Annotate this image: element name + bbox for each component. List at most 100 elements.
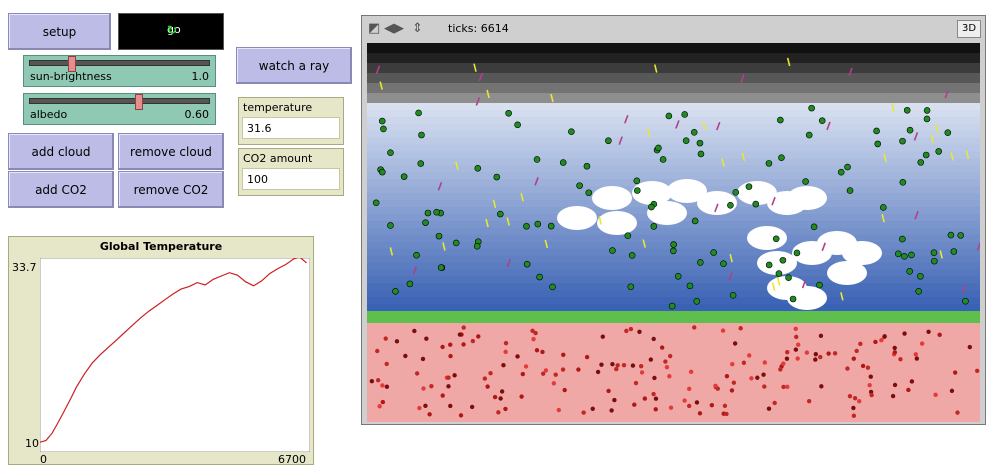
- 3d-button[interactable]: 3D: [957, 20, 981, 38]
- cloud: [647, 201, 687, 225]
- cloud: [747, 226, 787, 250]
- co2-molecule: [378, 117, 386, 125]
- co2-molecule: [473, 242, 481, 250]
- cloud: [697, 191, 737, 215]
- co2-molecule: [915, 288, 922, 295]
- heat-particle: [384, 361, 389, 367]
- heat-particle: [851, 413, 857, 418]
- add-co2-button[interactable]: add CO2: [8, 171, 114, 208]
- heat-particle: [913, 352, 918, 357]
- co2-molecule: [628, 252, 636, 259]
- albedo-slider[interactable]: albedo 0.60: [23, 93, 216, 125]
- heat-particle: [890, 393, 896, 399]
- slider-thumb[interactable]: [67, 56, 76, 72]
- go-button[interactable]: go ↻: [118, 13, 224, 50]
- heat-particle: [892, 382, 898, 388]
- slider-thumb[interactable]: [135, 94, 144, 110]
- co2-molecule: [633, 177, 641, 185]
- co2-molecule: [899, 179, 907, 186]
- infrared-ray: [534, 177, 539, 186]
- heat-particle: [595, 369, 601, 375]
- co2-molecule: [917, 159, 925, 166]
- heat-particle: [423, 403, 428, 409]
- co2-molecule: [899, 137, 906, 145]
- heat-particle: [448, 342, 453, 347]
- plot-area: [40, 258, 310, 452]
- sky-band: [367, 109, 980, 118]
- heat-particle: [785, 349, 790, 355]
- sky-band: [367, 290, 980, 299]
- co2-molecule: [816, 281, 823, 289]
- cloud: [757, 251, 797, 275]
- heat-particle: [614, 366, 619, 372]
- heat-particle: [633, 380, 639, 386]
- heat-particle: [461, 342, 466, 347]
- cloud: [592, 186, 632, 210]
- remove-co2-button[interactable]: remove CO2: [118, 171, 224, 208]
- co2-molecule: [922, 151, 930, 159]
- heat-particle: [610, 362, 615, 367]
- sky-band: [367, 262, 980, 271]
- co2-molecule: [497, 210, 504, 218]
- heat-particle: [543, 368, 549, 373]
- heat-particle: [492, 394, 498, 400]
- heat-particle: [562, 387, 567, 393]
- co2-molecule: [844, 163, 851, 171]
- co2-molecule: [947, 231, 955, 239]
- heat-particle: [755, 375, 760, 380]
- co2-molecule: [765, 261, 773, 269]
- cloud: [557, 206, 597, 230]
- zoom-icon[interactable]: ◩: [368, 21, 381, 36]
- co2-molecule: [710, 249, 717, 256]
- co2-molecule: [400, 173, 408, 180]
- heat-particle: [576, 367, 581, 372]
- heat-particle: [377, 404, 382, 409]
- sunlight-ray: [883, 153, 887, 163]
- sunlight-ray: [485, 218, 489, 228]
- heat-particle: [879, 338, 884, 343]
- co2-molecule: [505, 109, 512, 117]
- add-cloud-button[interactable]: add cloud: [8, 133, 114, 170]
- resize-arrows-icon[interactable]: ⇕: [412, 21, 423, 36]
- sun-brightness-slider[interactable]: sun-brightness 1.0: [23, 55, 216, 87]
- co2-molecule: [523, 222, 530, 230]
- heat-particle: [609, 408, 614, 413]
- heat-particle: [448, 403, 453, 409]
- sky-band: [367, 158, 980, 167]
- infrared-ray: [944, 89, 949, 99]
- heat-particle: [624, 328, 629, 334]
- remove-cloud-button[interactable]: remove cloud: [118, 133, 224, 170]
- heat-particle: [630, 363, 636, 368]
- heat-particle: [858, 341, 863, 347]
- earth: [367, 323, 980, 422]
- heat-particle: [648, 357, 654, 362]
- infrared-ray: [914, 210, 919, 220]
- co2-molecule: [693, 298, 701, 305]
- setup-button[interactable]: setup: [8, 13, 111, 50]
- watch-a-ray-button[interactable]: watch a ray: [236, 47, 352, 84]
- infrared-ray: [771, 196, 776, 206]
- heat-particle: [686, 403, 692, 409]
- co2-molecule: [732, 189, 740, 196]
- co2-molecule: [670, 241, 677, 248]
- heat-particle: [457, 332, 463, 337]
- sky-band: [367, 172, 980, 181]
- heat-particle: [503, 340, 509, 346]
- speed-arrows-icon[interactable]: ◀▶: [384, 21, 404, 36]
- monitor-value: 31.6: [242, 117, 340, 139]
- sunlight-ray: [647, 128, 651, 138]
- sunlight-ray: [492, 199, 497, 209]
- co2-molecule: [691, 217, 699, 225]
- heat-particle: [496, 410, 501, 415]
- heat-particle: [778, 367, 783, 372]
- heat-particle: [892, 350, 898, 355]
- heat-particle: [731, 380, 737, 385]
- heat-particle: [826, 351, 831, 356]
- heat-particle: [852, 395, 858, 401]
- heat-particle: [974, 368, 980, 374]
- heat-particle: [857, 399, 862, 404]
- heat-particle: [403, 353, 408, 359]
- sky-band: [367, 255, 980, 264]
- co2-molecule: [697, 150, 705, 158]
- co2-molecule: [846, 187, 854, 194]
